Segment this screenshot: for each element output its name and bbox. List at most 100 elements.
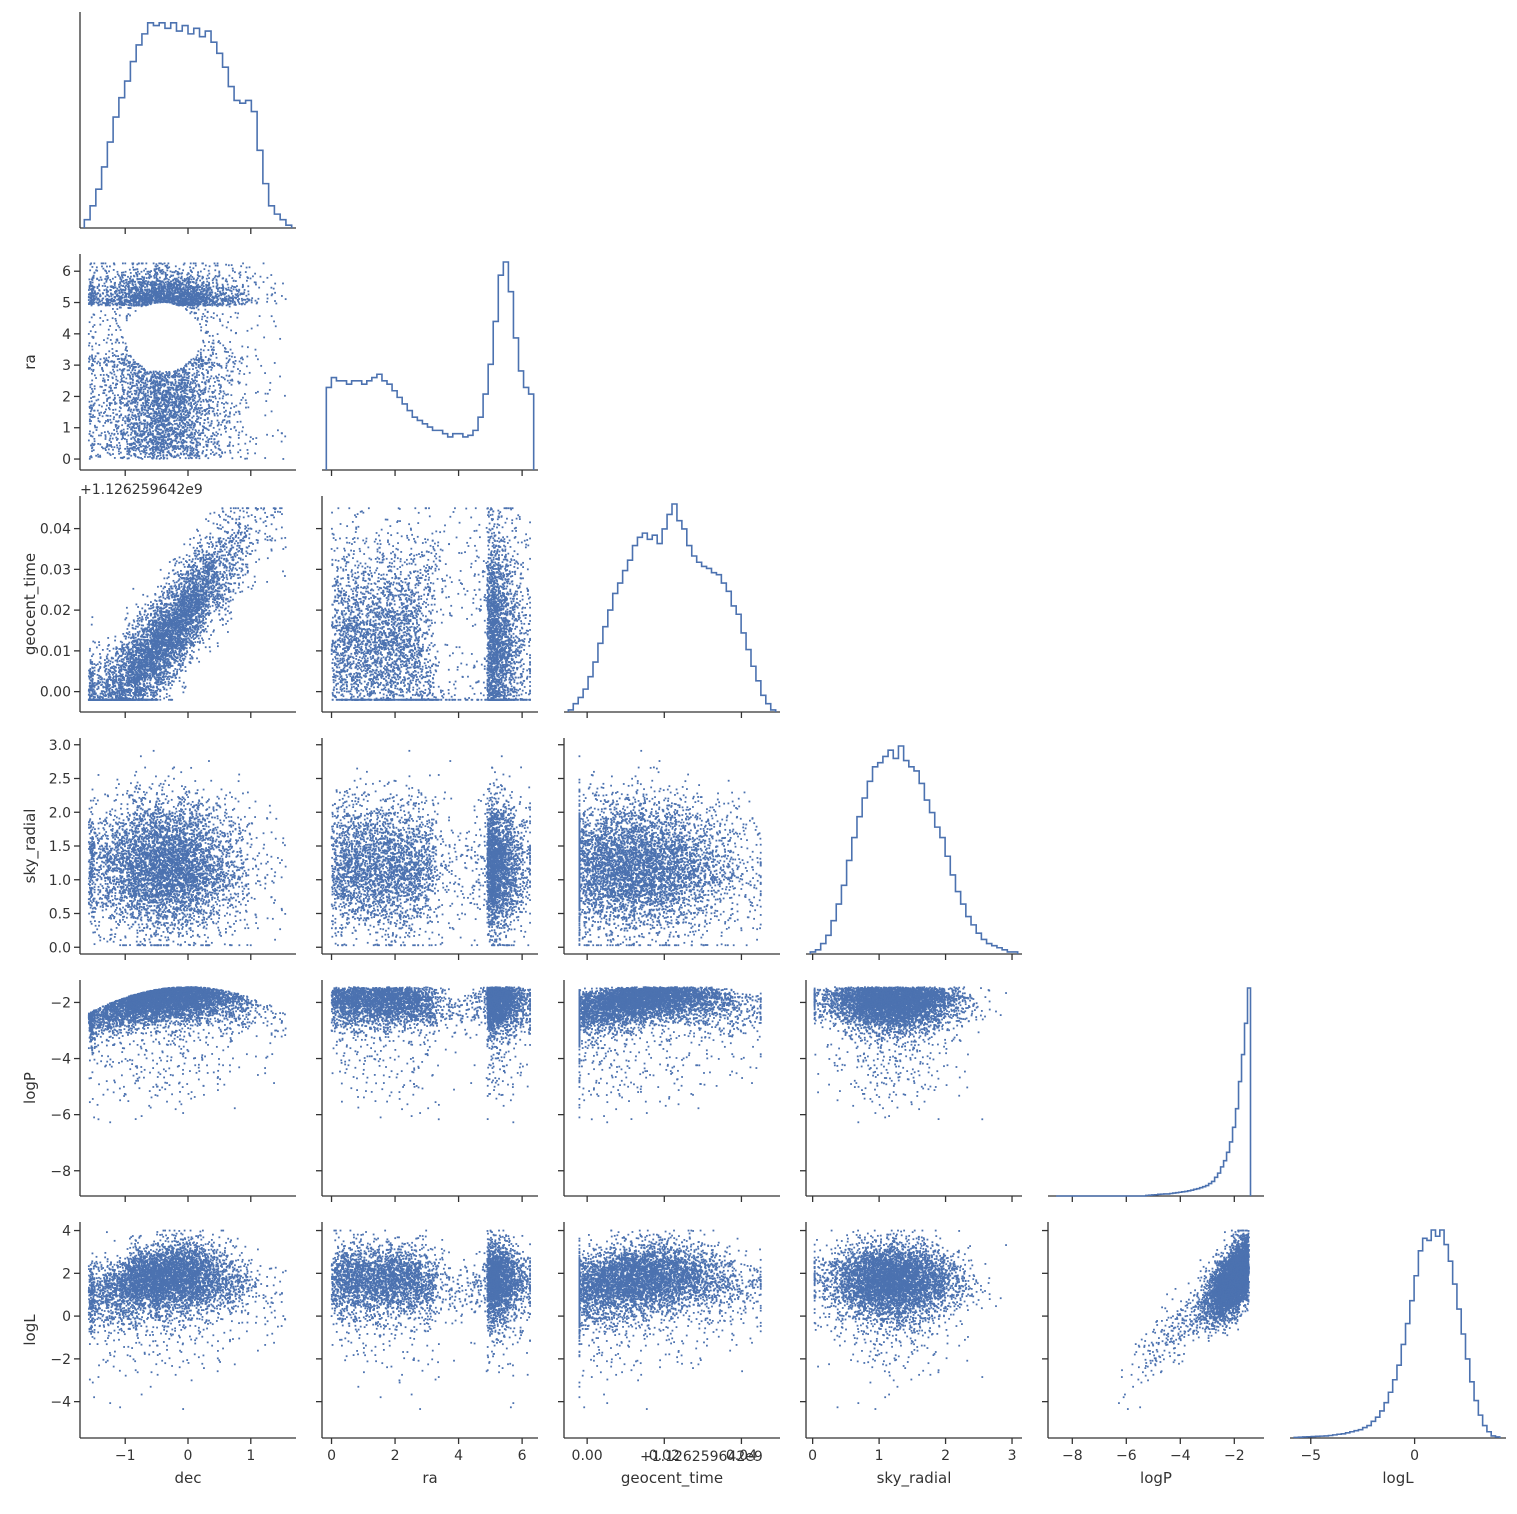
- scatter-point: [229, 422, 231, 424]
- scatter-point: [107, 431, 109, 433]
- scatter-point: [189, 368, 191, 370]
- scatter-point: [264, 414, 266, 416]
- scatter-point: [232, 268, 234, 270]
- scatter-point: [92, 349, 94, 351]
- scatter-point: [124, 262, 126, 264]
- scatter-point: [225, 264, 227, 266]
- scatter-point: [208, 391, 210, 393]
- scatter-point: [185, 426, 187, 428]
- scatter-point: [213, 312, 215, 314]
- scatter-point: [164, 428, 166, 430]
- scatter-point: [227, 351, 229, 353]
- scatter-point: [225, 410, 227, 412]
- scatter-point: [141, 368, 143, 370]
- scatter-point: [204, 391, 206, 393]
- scatter-point: [166, 278, 168, 280]
- scatter-point: [219, 320, 221, 322]
- scatter-point: [208, 282, 210, 284]
- scatter-point: [218, 445, 220, 447]
- scatter-point: [104, 379, 106, 381]
- scatter-point: [102, 380, 104, 382]
- scatter-point: [238, 273, 240, 275]
- scatter-point: [105, 449, 107, 451]
- scatter-point: [224, 296, 226, 298]
- scatter-point: [131, 305, 133, 307]
- scatter-point: [230, 300, 232, 302]
- scatter-point: [207, 422, 209, 424]
- scatter-point: [193, 262, 195, 264]
- scatter-point: [263, 262, 265, 264]
- scatter-point: [216, 279, 218, 281]
- scatter-point: [139, 451, 141, 453]
- scatter-point: [189, 361, 191, 363]
- scatter-point: [98, 394, 100, 396]
- scatter-point: [203, 400, 205, 402]
- scatter-point: [187, 393, 189, 395]
- scatter-point: [122, 417, 124, 419]
- scatter-point: [247, 449, 249, 451]
- scatter-point: [130, 410, 132, 412]
- scatter-point: [232, 302, 234, 304]
- panel-ra-vs-dec: 0123456ra: [21, 254, 296, 476]
- scatter-point: [161, 394, 163, 396]
- scatter-point: [211, 362, 213, 364]
- scatter-point: [128, 454, 130, 456]
- scatter-point: [222, 313, 224, 315]
- scatter-point: [218, 422, 220, 424]
- scatter-point: [204, 345, 206, 347]
- scatter-point: [92, 370, 94, 372]
- scatter-point: [171, 271, 173, 273]
- scatter-point: [209, 265, 211, 267]
- scatter-point: [201, 318, 203, 320]
- scatter-point: [125, 381, 127, 383]
- scatter-point: [108, 334, 110, 336]
- scatter-point: [191, 421, 193, 423]
- scatter-point: [88, 345, 90, 347]
- histogram-dec: [84, 23, 291, 228]
- scatter-point: [134, 385, 136, 387]
- scatter-point: [92, 326, 94, 328]
- scatter-point: [212, 340, 214, 342]
- scatter-point: [199, 367, 201, 369]
- scatter-point: [207, 275, 209, 277]
- scatter-point: [146, 277, 148, 279]
- scatter-point: [222, 395, 224, 397]
- scatter-point: [255, 443, 257, 445]
- scatter-point: [204, 315, 206, 317]
- scatter-point: [89, 356, 91, 358]
- scatter-point: [110, 281, 112, 283]
- scatter-point: [194, 395, 196, 397]
- scatter-point: [182, 269, 184, 271]
- scatter-point: [157, 436, 159, 438]
- scatter-point: [122, 262, 124, 264]
- scatter-point: [221, 421, 223, 423]
- scatter-point: [141, 366, 143, 368]
- scatter-point: [99, 324, 101, 326]
- scatter-point: [217, 290, 219, 292]
- scatter-point: [200, 326, 202, 328]
- scatter-point: [126, 354, 128, 356]
- scatter-point: [145, 273, 147, 275]
- scatter-point: [88, 299, 90, 301]
- scatter-point: [168, 409, 170, 411]
- scatter-point: [89, 321, 91, 323]
- scatter-point: [88, 358, 90, 360]
- scatter-point: [166, 269, 168, 271]
- scatter-point: [211, 420, 213, 422]
- scatter-point: [111, 348, 113, 350]
- scatter-point: [247, 406, 249, 408]
- scatter-point: [185, 392, 187, 394]
- scatter-point: [97, 399, 99, 401]
- scatter-point: [202, 287, 204, 289]
- scatter-point: [99, 364, 101, 366]
- scatter-point: [271, 410, 273, 412]
- scatter-point: [97, 443, 99, 445]
- scatter-point: [243, 291, 245, 293]
- scatter-point: [143, 270, 145, 272]
- scatter-point: [93, 449, 95, 451]
- scatter-point: [258, 298, 260, 300]
- y-tick-label: 3: [62, 358, 71, 374]
- scatter-point: [105, 262, 107, 264]
- scatter-point: [105, 434, 107, 436]
